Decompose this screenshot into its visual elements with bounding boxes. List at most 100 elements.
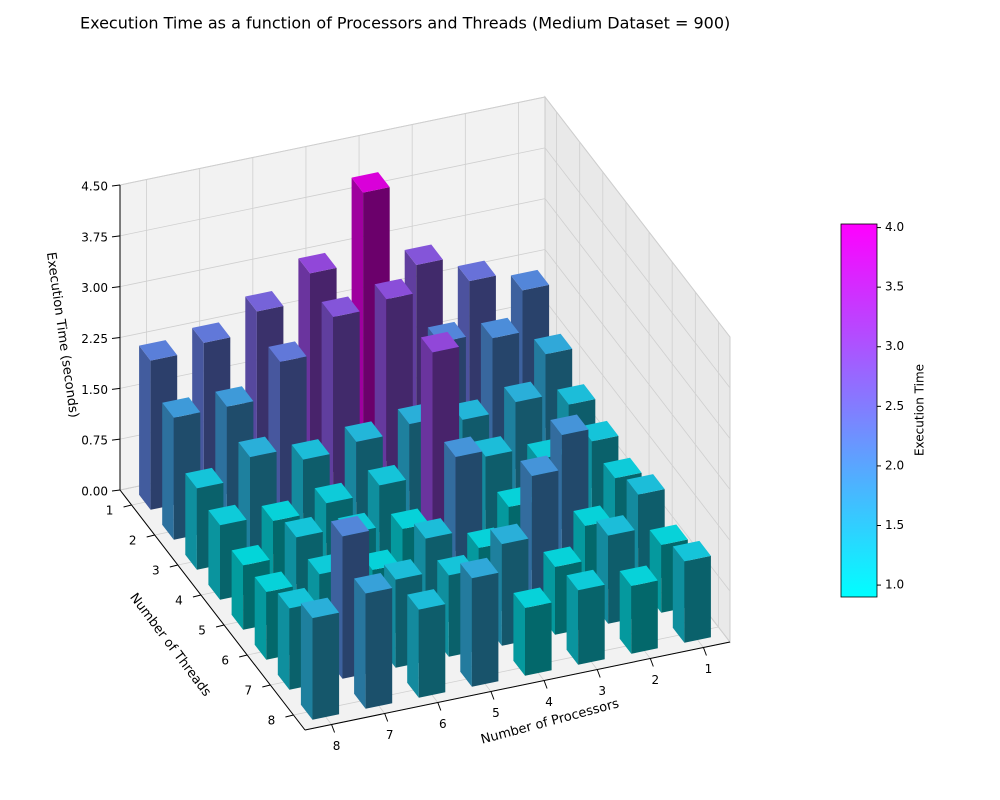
bar-top [291,439,330,460]
bar-top [550,414,589,435]
bar-top [162,397,201,418]
bar-top [672,540,711,562]
bar-top [298,252,337,274]
bar [300,597,340,720]
bar-top [351,172,390,193]
z-tick [111,184,121,187]
bar-side [619,571,632,654]
bar-side [277,593,290,690]
x-tick-label: 7 [386,728,394,742]
y-tick-label: 5 [198,624,206,638]
colorbar-tick-label: 1.0 [885,578,904,592]
bar-top [534,333,573,355]
bar-top [384,559,423,580]
x-tick [702,647,707,656]
z-tick-label: 2.25 [81,332,108,346]
bar-side [208,510,220,600]
bar-top [520,455,559,476]
bar-top [192,322,231,343]
bar-side [354,578,366,709]
bar-side [300,603,313,720]
chart-title: Execution Time as a function of Processo… [80,14,730,33]
y-tick [123,504,132,508]
x-tick-label: 6 [439,717,447,731]
y-tick [262,684,271,688]
bar-top [474,436,513,457]
x-axis [304,641,731,731]
bar-top [330,515,370,537]
bar-top [268,341,307,362]
bar-top [580,420,619,442]
bar-top [626,474,665,495]
bar-side [185,473,197,570]
bar-top [254,571,293,592]
bar-side [672,546,685,643]
bar-top [457,260,496,282]
z-axis-label: Execution Time (seconds) [43,251,81,419]
bar-top [603,457,642,479]
colorbar-label: Execution Time [913,364,927,456]
grid-line [119,96,546,186]
bar-front [312,612,340,720]
z-tick-label: 0.00 [81,485,108,499]
z-tick [111,438,121,441]
x-tick-label: 1 [705,662,713,676]
grid-line [544,147,731,389]
bar-top [407,589,446,610]
bar-front [578,584,605,665]
z-tick-label: 1.50 [81,383,108,397]
colorbar-tick-label: 2.0 [885,458,904,472]
x-tick [596,669,601,678]
bar-top [215,386,254,407]
bar-side [139,345,151,510]
y-tick-label: 7 [244,684,252,698]
bar [407,589,446,698]
y-axis-label: Number of Threads [126,590,213,699]
x-tick-label: 3 [598,684,606,698]
colorbar-tick-label: 3.5 [885,280,904,294]
z-tick [111,286,121,289]
bar-top [596,515,635,536]
x-tick [437,702,442,711]
y-tick [285,714,294,718]
bar-top [450,399,490,420]
bar-side [566,575,579,665]
z-tick-label: 3.75 [81,230,108,244]
y-tick [146,534,155,538]
x-tick [384,713,389,722]
y-tick-label: 4 [175,594,183,608]
bar-top [139,340,178,361]
z-tick-label: 4.50 [81,180,108,194]
y-axis [119,489,306,731]
y-tick-label: 2 [129,534,137,548]
bar [672,540,711,643]
y-tick [169,564,178,568]
grid-line [119,147,546,237]
bar [354,573,393,709]
y-tick-label: 8 [268,714,276,728]
grid-line [544,300,731,541]
grid-line [544,96,731,338]
bar-front [684,555,711,643]
grid-line [544,249,731,490]
bar-top [367,464,406,486]
colorbar-tick-label: 4.0 [885,220,904,234]
z-tick-label: 0.75 [81,434,108,448]
bar-top [480,317,520,339]
bar-front [631,580,658,654]
bar-side [407,594,419,698]
y-tick [239,654,248,658]
bar-side [420,337,433,556]
bar-top [374,278,413,300]
bar [619,565,658,654]
bar-top [649,524,688,545]
x-tick-label: 4 [545,695,553,709]
bar-top [284,516,323,538]
bar-top [231,544,270,566]
z-tick [111,387,121,390]
colorbar [840,223,878,598]
colorbar-tick-label: 1.5 [885,518,904,532]
colorbar-tick-label: 2.5 [885,399,904,413]
z-tick [111,337,121,339]
